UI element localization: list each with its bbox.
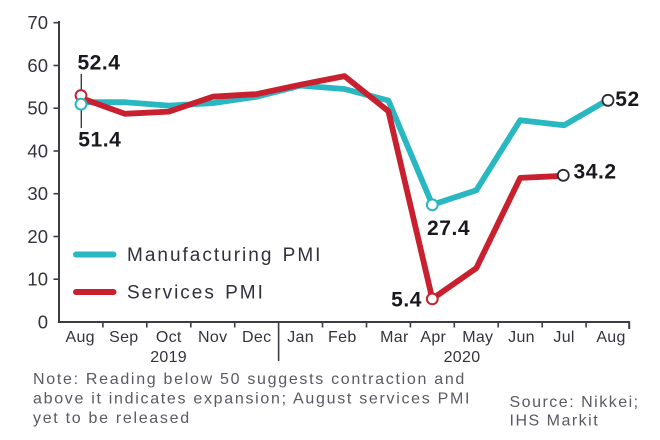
svg-text:Feb: Feb	[328, 329, 356, 346]
svg-text:Jul: Jul	[553, 329, 574, 346]
svg-text:52: 52	[615, 88, 639, 111]
svg-text:Jun: Jun	[508, 329, 535, 346]
svg-text:Manufacturing PMI: Manufacturing PMI	[127, 245, 322, 266]
svg-text:Note: Reading below 50 suggest: Note: Reading below 50 suggests contract…	[33, 371, 466, 388]
svg-text:52.4: 52.4	[77, 52, 120, 75]
svg-text:51.4: 51.4	[78, 128, 121, 151]
svg-text:30: 30	[27, 183, 48, 204]
svg-text:Jan: Jan	[287, 329, 314, 346]
svg-text:Aug: Aug	[596, 329, 625, 346]
svg-text:5.4: 5.4	[391, 289, 422, 312]
svg-text:above it indicates expansion;: above it indicates expansion; August ser…	[33, 391, 471, 408]
svg-text:10: 10	[27, 269, 48, 290]
svg-text:Oct: Oct	[156, 329, 182, 346]
svg-text:34.2: 34.2	[574, 161, 617, 184]
svg-text:0: 0	[38, 312, 48, 333]
svg-text:2020: 2020	[444, 349, 481, 366]
svg-text:70: 70	[27, 12, 48, 33]
svg-text:Mar: Mar	[380, 329, 409, 346]
svg-text:May: May	[462, 329, 493, 346]
svg-text:Dec: Dec	[242, 329, 271, 346]
svg-text:Sep: Sep	[109, 329, 138, 346]
svg-text:Nov: Nov	[198, 329, 227, 346]
svg-text:Aug: Aug	[66, 329, 95, 346]
svg-text:50: 50	[27, 98, 48, 119]
svg-text:27.4: 27.4	[427, 217, 470, 240]
svg-text:40: 40	[27, 141, 48, 162]
svg-text:Services PMI: Services PMI	[127, 283, 265, 304]
svg-text:Apr: Apr	[420, 329, 446, 346]
svg-text:Source: Nikkei;: Source: Nikkei;	[510, 394, 640, 411]
svg-text:2019: 2019	[150, 349, 187, 366]
svg-text:20: 20	[27, 226, 48, 247]
svg-text:60: 60	[27, 55, 48, 76]
svg-text:IHS Markit: IHS Markit	[510, 413, 600, 430]
svg-text:yet to be released: yet to be released	[33, 410, 191, 427]
